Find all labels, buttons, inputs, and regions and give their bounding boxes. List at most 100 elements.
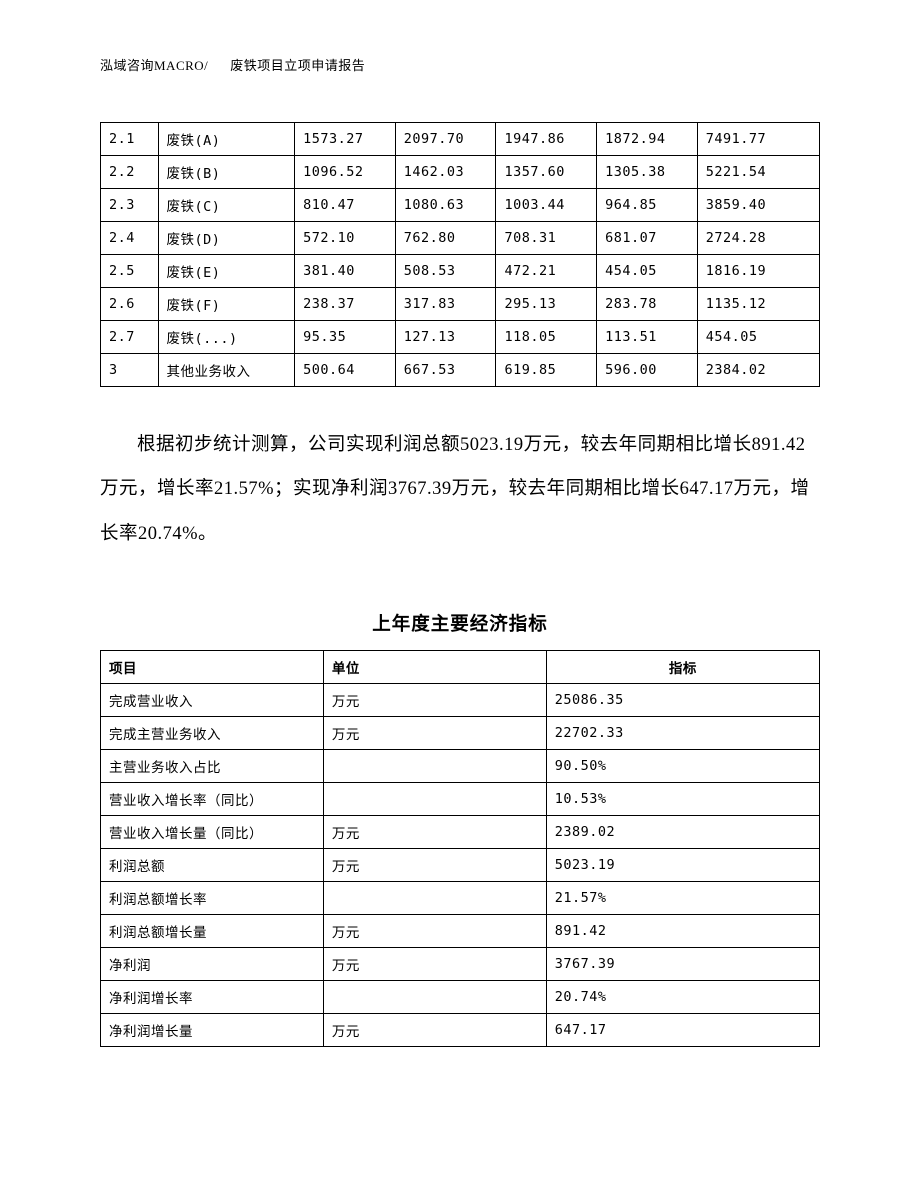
table-cell: 25086.35 xyxy=(546,684,819,717)
table-cell: 964.85 xyxy=(597,189,698,222)
table-cell: 1080.63 xyxy=(395,189,496,222)
table-row: 利润总额增长量万元891.42 xyxy=(101,915,820,948)
table-cell: 317.83 xyxy=(395,288,496,321)
table-cell: 废铁(E) xyxy=(158,255,295,288)
indicators-table: 项目 单位 指标 完成营业收入万元25086.35完成主营业务收入万元22702… xyxy=(100,650,820,1047)
table-row: 2.7废铁(...)95.35127.13118.05113.51454.05 xyxy=(101,321,820,354)
table-row: 净利润万元3767.39 xyxy=(101,948,820,981)
table-row: 2.5废铁(E)381.40508.53472.21454.051816.19 xyxy=(101,255,820,288)
table-header-row: 项目 单位 指标 xyxy=(101,651,820,684)
table-row: 营业收入增长率（同比） 10.53% xyxy=(101,783,820,816)
table-row: 完成营业收入万元25086.35 xyxy=(101,684,820,717)
table-row: 2.1废铁(A)1573.272097.701947.861872.947491… xyxy=(101,123,820,156)
table-cell: 5023.19 xyxy=(546,849,819,882)
page-header: 泓域咨询MACRO/废铁项目立项申请报告 xyxy=(100,55,820,74)
table-cell: 381.40 xyxy=(295,255,396,288)
table-cell: 22702.33 xyxy=(546,717,819,750)
table-cell: 5221.54 xyxy=(697,156,819,189)
table-row: 主营业务收入占比 90.50% xyxy=(101,750,820,783)
table-row: 2.3废铁(C)810.471080.631003.44964.853859.4… xyxy=(101,189,820,222)
table-cell: 2.7 xyxy=(101,321,159,354)
table-cell: 891.42 xyxy=(546,915,819,948)
table-cell: 万元 xyxy=(323,948,546,981)
section-title: 上年度主要经济指标 xyxy=(100,610,820,636)
table-cell: 1305.38 xyxy=(597,156,698,189)
table-cell: 其他业务收入 xyxy=(158,354,295,387)
revenue-breakdown-table: 2.1废铁(A)1573.272097.701947.861872.947491… xyxy=(100,122,820,387)
table-cell: 1573.27 xyxy=(295,123,396,156)
table-row: 营业收入增长量（同比）万元2389.02 xyxy=(101,816,820,849)
table-cell: 113.51 xyxy=(597,321,698,354)
table-cell: 万元 xyxy=(323,684,546,717)
table-cell: 废铁(A) xyxy=(158,123,295,156)
table-cell: 20.74% xyxy=(546,981,819,1014)
table-cell: 1947.86 xyxy=(496,123,597,156)
table-cell: 万元 xyxy=(323,717,546,750)
table-cell: 1003.44 xyxy=(496,189,597,222)
col-header-project: 项目 xyxy=(101,651,324,684)
table-cell: 647.17 xyxy=(546,1014,819,1047)
table-cell: 596.00 xyxy=(597,354,698,387)
table-cell: 2389.02 xyxy=(546,816,819,849)
table-cell: 1096.52 xyxy=(295,156,396,189)
table-cell: 1872.94 xyxy=(597,123,698,156)
table-row: 利润总额增长率21.57% xyxy=(101,882,820,915)
table-cell: 利润总额增长率 xyxy=(101,882,324,915)
table-cell: 废铁(...) xyxy=(158,321,295,354)
table-cell: 118.05 xyxy=(496,321,597,354)
header-left: 泓域咨询MACRO/ xyxy=(100,58,208,73)
table-cell xyxy=(323,981,546,1014)
table-cell: 1357.60 xyxy=(496,156,597,189)
table-cell: 废铁(F) xyxy=(158,288,295,321)
table-cell: 619.85 xyxy=(496,354,597,387)
table-cell xyxy=(323,750,546,783)
table-cell: 万元 xyxy=(323,1014,546,1047)
table-cell: 2097.70 xyxy=(395,123,496,156)
table-cell: 3767.39 xyxy=(546,948,819,981)
table-cell: 667.53 xyxy=(395,354,496,387)
summary-paragraph: 根据初步统计测算，公司实现利润总额5023.19万元，较去年同期相比增长891.… xyxy=(100,423,820,556)
table-row: 2.4废铁(D)572.10762.80708.31681.072724.28 xyxy=(101,222,820,255)
table-cell: 2.6 xyxy=(101,288,159,321)
table-cell: 295.13 xyxy=(496,288,597,321)
table-row: 净利润增长率20.74% xyxy=(101,981,820,1014)
table-cell: 废铁(B) xyxy=(158,156,295,189)
table-cell: 7491.77 xyxy=(697,123,819,156)
table-cell: 万元 xyxy=(323,849,546,882)
table-row: 2.6废铁(F)238.37317.83295.13283.781135.12 xyxy=(101,288,820,321)
table-cell: 95.35 xyxy=(295,321,396,354)
table-cell: 2.1 xyxy=(101,123,159,156)
table-cell: 572.10 xyxy=(295,222,396,255)
table-cell: 2.4 xyxy=(101,222,159,255)
table-cell: 完成营业收入 xyxy=(101,684,324,717)
table-cell: 3 xyxy=(101,354,159,387)
table-cell: 500.64 xyxy=(295,354,396,387)
table-cell: 净利润 xyxy=(101,948,324,981)
table-row: 2.2废铁(B)1096.521462.031357.601305.385221… xyxy=(101,156,820,189)
table-cell: 完成主营业务收入 xyxy=(101,717,324,750)
col-header-unit: 单位 xyxy=(323,651,546,684)
table-cell: 主营业务收入占比 xyxy=(101,750,324,783)
table-cell: 454.05 xyxy=(697,321,819,354)
table-cell: 利润总额 xyxy=(101,849,324,882)
table-cell: 90.50% xyxy=(546,750,819,783)
table-cell: 127.13 xyxy=(395,321,496,354)
table-cell: 2.2 xyxy=(101,156,159,189)
table-cell: 废铁(C) xyxy=(158,189,295,222)
table-cell: 废铁(D) xyxy=(158,222,295,255)
table-cell: 762.80 xyxy=(395,222,496,255)
table-cell: 营业收入增长率（同比） xyxy=(101,783,324,816)
table-cell: 1135.12 xyxy=(697,288,819,321)
table-cell: 681.07 xyxy=(597,222,698,255)
table-cell: 利润总额增长量 xyxy=(101,915,324,948)
table-cell: 2724.28 xyxy=(697,222,819,255)
table-cell: 472.21 xyxy=(496,255,597,288)
header-right: 废铁项目立项申请报告 xyxy=(230,58,365,73)
table-cell: 708.31 xyxy=(496,222,597,255)
table-row: 完成主营业务收入万元22702.33 xyxy=(101,717,820,750)
table-cell: 2.3 xyxy=(101,189,159,222)
table-cell: 万元 xyxy=(323,816,546,849)
table-cell: 净利润增长量 xyxy=(101,1014,324,1047)
table-cell: 2.5 xyxy=(101,255,159,288)
table-cell: 10.53% xyxy=(546,783,819,816)
